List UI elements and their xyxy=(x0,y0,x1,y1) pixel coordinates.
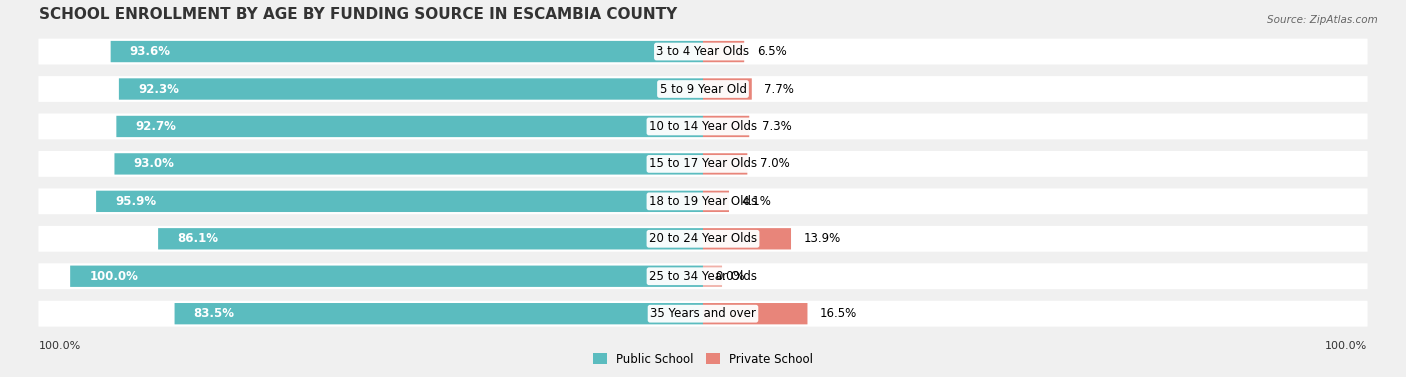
Text: 83.5%: 83.5% xyxy=(194,307,235,320)
FancyBboxPatch shape xyxy=(117,116,703,137)
FancyBboxPatch shape xyxy=(174,303,703,324)
Text: 7.7%: 7.7% xyxy=(765,83,794,95)
FancyBboxPatch shape xyxy=(120,78,703,100)
Text: Source: ZipAtlas.com: Source: ZipAtlas.com xyxy=(1267,15,1378,25)
Text: 13.9%: 13.9% xyxy=(804,232,841,245)
Text: 93.0%: 93.0% xyxy=(134,158,174,170)
Text: 5 to 9 Year Old: 5 to 9 Year Old xyxy=(659,83,747,95)
FancyBboxPatch shape xyxy=(38,226,1368,252)
Text: 4.1%: 4.1% xyxy=(741,195,772,208)
Text: 100.0%: 100.0% xyxy=(38,340,80,351)
Text: 15 to 17 Year Olds: 15 to 17 Year Olds xyxy=(650,158,756,170)
Text: 3 to 4 Year Olds: 3 to 4 Year Olds xyxy=(657,45,749,58)
FancyBboxPatch shape xyxy=(38,263,1368,289)
Text: 20 to 24 Year Olds: 20 to 24 Year Olds xyxy=(650,232,756,245)
FancyBboxPatch shape xyxy=(703,228,792,250)
Text: 25 to 34 Year Olds: 25 to 34 Year Olds xyxy=(650,270,756,283)
Text: 35 Years and over: 35 Years and over xyxy=(650,307,756,320)
FancyBboxPatch shape xyxy=(38,76,1368,102)
FancyBboxPatch shape xyxy=(703,41,744,62)
Text: 92.7%: 92.7% xyxy=(135,120,176,133)
Text: 16.5%: 16.5% xyxy=(820,307,858,320)
FancyBboxPatch shape xyxy=(114,153,703,175)
Text: 100.0%: 100.0% xyxy=(89,270,138,283)
Text: SCHOOL ENROLLMENT BY AGE BY FUNDING SOURCE IN ESCAMBIA COUNTY: SCHOOL ENROLLMENT BY AGE BY FUNDING SOUR… xyxy=(38,6,676,21)
Text: 92.3%: 92.3% xyxy=(138,83,179,95)
FancyBboxPatch shape xyxy=(38,188,1368,214)
FancyBboxPatch shape xyxy=(703,191,728,212)
Text: 10 to 14 Year Olds: 10 to 14 Year Olds xyxy=(650,120,756,133)
FancyBboxPatch shape xyxy=(38,38,1368,64)
FancyBboxPatch shape xyxy=(70,265,703,287)
FancyBboxPatch shape xyxy=(111,41,703,62)
Text: 93.6%: 93.6% xyxy=(129,45,170,58)
Text: 95.9%: 95.9% xyxy=(115,195,156,208)
FancyBboxPatch shape xyxy=(703,265,723,287)
Text: 7.0%: 7.0% xyxy=(761,158,790,170)
Text: 86.1%: 86.1% xyxy=(177,232,218,245)
Text: 6.5%: 6.5% xyxy=(756,45,786,58)
Text: 0.0%: 0.0% xyxy=(716,270,745,283)
FancyBboxPatch shape xyxy=(703,78,752,100)
FancyBboxPatch shape xyxy=(703,303,807,324)
Text: 100.0%: 100.0% xyxy=(1326,340,1368,351)
FancyBboxPatch shape xyxy=(703,116,749,137)
FancyBboxPatch shape xyxy=(96,191,703,212)
Text: 18 to 19 Year Olds: 18 to 19 Year Olds xyxy=(650,195,756,208)
FancyBboxPatch shape xyxy=(38,151,1368,177)
FancyBboxPatch shape xyxy=(703,153,748,175)
FancyBboxPatch shape xyxy=(38,113,1368,139)
FancyBboxPatch shape xyxy=(157,228,703,250)
FancyBboxPatch shape xyxy=(38,301,1368,326)
Legend: Public School, Private School: Public School, Private School xyxy=(586,346,820,371)
Text: 7.3%: 7.3% xyxy=(762,120,792,133)
